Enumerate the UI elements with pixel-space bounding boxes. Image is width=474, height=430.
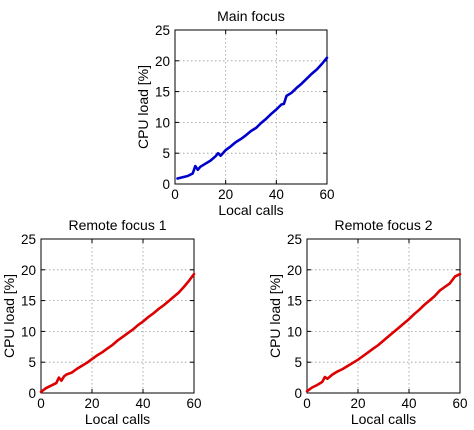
y-tick-label: 15 xyxy=(155,85,170,100)
x-tick-label: 20 xyxy=(84,396,99,411)
x-axis-label: Local calls xyxy=(218,202,283,218)
series-line xyxy=(305,272,462,393)
x-tick-label: 0 xyxy=(37,396,45,411)
y-tick-label: 10 xyxy=(155,115,170,130)
y-tick-label: 20 xyxy=(21,263,36,278)
y-tick-label: 25 xyxy=(21,232,36,247)
y-axis-label: CPU load [%] xyxy=(135,65,151,149)
chart-remote-focus-2: 0 20 40 60 0 5 10 15 20 25 Remote focus 2 Local cal… xyxy=(267,217,468,427)
x-tick-label: 40 xyxy=(269,187,284,202)
y-axis-label: CPU load [%] xyxy=(267,274,283,358)
x-tick-label: 60 xyxy=(319,187,334,202)
chart-title: Main focus xyxy=(217,8,285,24)
x-tick-label: 40 xyxy=(135,396,150,411)
chart-title: Remote focus 2 xyxy=(334,217,432,233)
x-axis-label: Local calls xyxy=(351,411,416,427)
series-line xyxy=(176,56,329,180)
plot-area-frame xyxy=(306,238,461,394)
y-tick-label: 0 xyxy=(294,386,302,401)
series-line xyxy=(39,272,196,394)
chart-title: Remote focus 1 xyxy=(68,217,166,233)
y-tick-label: 5 xyxy=(294,355,302,370)
x-tick-label: 0 xyxy=(171,187,179,202)
y-axis-label: CPU load [%] xyxy=(1,274,17,358)
y-tick-label: 0 xyxy=(28,386,36,401)
x-tick-label: 60 xyxy=(452,396,467,411)
y-tick-label: 15 xyxy=(287,294,302,309)
y-tick-label: 20 xyxy=(287,263,302,278)
y-tick-label: 5 xyxy=(162,146,170,161)
y-tick-label: 15 xyxy=(21,294,36,309)
y-tick-label: 5 xyxy=(28,355,36,370)
plot-area-frame xyxy=(40,238,195,394)
chart-remote-focus-1: 0 20 40 60 0 5 10 15 20 25 Remote focus 1 Local cal… xyxy=(1,217,202,427)
y-tick-label: 25 xyxy=(155,23,170,38)
y-tick-label: 10 xyxy=(287,324,302,339)
plot-area-frame xyxy=(174,29,328,185)
y-tick-label: 0 xyxy=(162,177,170,192)
x-tick-label: 60 xyxy=(186,396,201,411)
x-tick-label: 0 xyxy=(303,396,311,411)
y-tick-label: 10 xyxy=(21,324,36,339)
x-tick-label: 20 xyxy=(350,396,365,411)
y-tick-label: 20 xyxy=(155,54,170,69)
x-tick-label: 20 xyxy=(218,187,233,202)
x-axis-label: Local calls xyxy=(85,411,150,427)
chart-main-focus: 0 20 40 60 0 5 10 15 20 25 Main focus Local calls CP… xyxy=(135,8,335,218)
y-tick-label: 25 xyxy=(287,232,302,247)
x-tick-label: 40 xyxy=(401,396,416,411)
